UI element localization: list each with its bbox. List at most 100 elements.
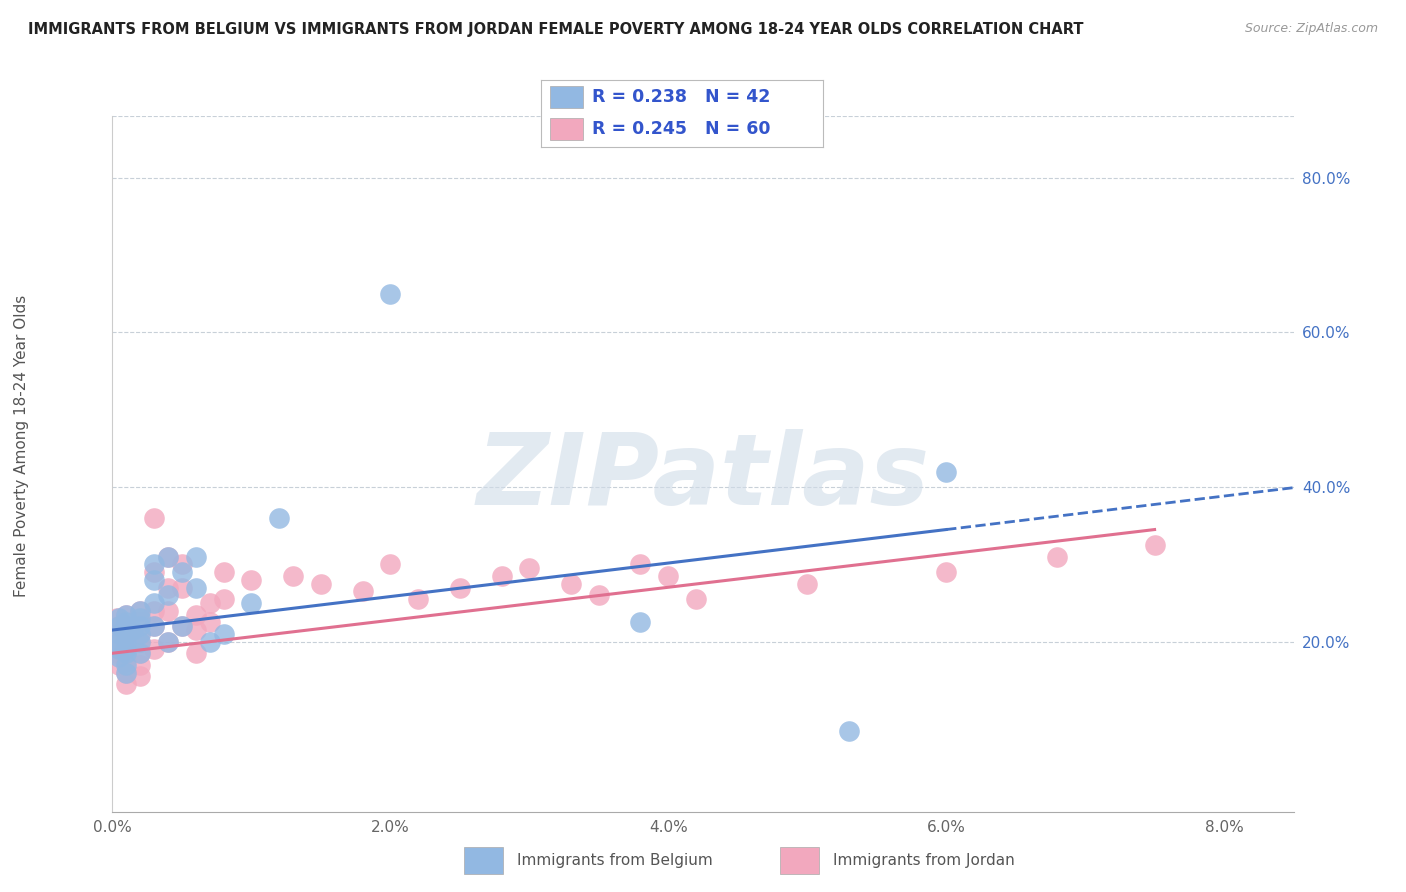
Point bbox=[143, 573, 166, 587]
Point bbox=[198, 634, 221, 648]
Text: Immigrants from Belgium: Immigrants from Belgium bbox=[517, 854, 713, 868]
Point bbox=[115, 634, 138, 648]
Point bbox=[115, 615, 138, 630]
Point bbox=[143, 604, 166, 618]
Point bbox=[143, 596, 166, 610]
Point bbox=[1046, 549, 1069, 564]
Point bbox=[129, 604, 152, 618]
Point bbox=[115, 607, 138, 622]
Point bbox=[269, 511, 291, 525]
Point bbox=[309, 576, 332, 591]
Point bbox=[406, 592, 429, 607]
Point bbox=[184, 623, 207, 637]
Point bbox=[108, 611, 131, 625]
Point bbox=[115, 627, 138, 641]
Point bbox=[129, 611, 152, 625]
Point bbox=[108, 650, 131, 665]
Point bbox=[115, 657, 138, 672]
Point bbox=[105, 627, 128, 641]
Point bbox=[108, 634, 131, 648]
Point bbox=[517, 561, 540, 575]
Point bbox=[212, 565, 235, 579]
Point bbox=[157, 549, 180, 564]
Point bbox=[108, 627, 131, 641]
Point bbox=[240, 596, 263, 610]
Text: Source: ZipAtlas.com: Source: ZipAtlas.com bbox=[1244, 22, 1378, 36]
Point bbox=[184, 549, 207, 564]
Point bbox=[143, 511, 166, 525]
Point bbox=[935, 465, 957, 479]
Point bbox=[129, 619, 152, 633]
Bar bbox=[550, 118, 583, 140]
Bar bbox=[464, 847, 503, 874]
Point bbox=[115, 677, 138, 691]
Point bbox=[157, 549, 180, 564]
Point bbox=[129, 634, 152, 648]
Point bbox=[198, 615, 221, 630]
Point bbox=[170, 581, 193, 595]
Point bbox=[129, 669, 152, 683]
Point bbox=[212, 592, 235, 607]
Point bbox=[108, 642, 131, 657]
Point bbox=[157, 604, 180, 618]
Point bbox=[170, 565, 193, 579]
Point bbox=[115, 642, 138, 657]
Point bbox=[115, 607, 138, 622]
Point bbox=[115, 619, 138, 633]
Point bbox=[240, 573, 263, 587]
Point bbox=[838, 723, 860, 738]
Point bbox=[115, 646, 138, 660]
Point bbox=[115, 646, 138, 660]
Point bbox=[170, 619, 193, 633]
Point bbox=[380, 558, 402, 572]
Point bbox=[380, 286, 402, 301]
Text: Female Poverty Among 18-24 Year Olds: Female Poverty Among 18-24 Year Olds bbox=[14, 295, 28, 597]
Point bbox=[108, 642, 131, 657]
Point bbox=[129, 646, 152, 660]
Point bbox=[588, 588, 610, 602]
Point bbox=[122, 623, 145, 637]
Point bbox=[184, 646, 207, 660]
Point bbox=[630, 558, 652, 572]
Point bbox=[143, 565, 166, 579]
Text: R = 0.245   N = 60: R = 0.245 N = 60 bbox=[592, 120, 770, 138]
Text: IMMIGRANTS FROM BELGIUM VS IMMIGRANTS FROM JORDAN FEMALE POVERTY AMONG 18-24 YEA: IMMIGRANTS FROM BELGIUM VS IMMIGRANTS FR… bbox=[28, 22, 1084, 37]
Point bbox=[560, 576, 582, 591]
Point bbox=[115, 654, 138, 668]
Point bbox=[108, 619, 131, 633]
Point bbox=[143, 558, 166, 572]
Point bbox=[108, 631, 131, 645]
Point bbox=[157, 581, 180, 595]
Text: R = 0.238   N = 42: R = 0.238 N = 42 bbox=[592, 88, 770, 106]
Point bbox=[935, 565, 957, 579]
Point bbox=[157, 634, 180, 648]
Point bbox=[129, 627, 152, 641]
Point bbox=[352, 584, 374, 599]
Point bbox=[115, 634, 138, 648]
Point bbox=[129, 634, 152, 648]
Point bbox=[1143, 538, 1166, 552]
Point bbox=[657, 569, 679, 583]
Point bbox=[115, 627, 138, 641]
Point bbox=[143, 642, 166, 657]
Point bbox=[184, 581, 207, 595]
Point bbox=[129, 657, 152, 672]
Point bbox=[157, 634, 180, 648]
Point bbox=[108, 619, 131, 633]
Bar bbox=[550, 86, 583, 109]
Point bbox=[491, 569, 513, 583]
Point bbox=[115, 623, 138, 637]
Text: Immigrants from Jordan: Immigrants from Jordan bbox=[832, 854, 1015, 868]
Point bbox=[184, 607, 207, 622]
Point bbox=[170, 558, 193, 572]
Text: ZIPatlas: ZIPatlas bbox=[477, 429, 929, 526]
Point bbox=[129, 604, 152, 618]
Point bbox=[685, 592, 707, 607]
Point bbox=[115, 665, 138, 680]
Point bbox=[115, 665, 138, 680]
Point bbox=[105, 646, 128, 660]
Point bbox=[143, 619, 166, 633]
Point bbox=[115, 619, 138, 633]
Point bbox=[630, 615, 652, 630]
Point bbox=[170, 619, 193, 633]
